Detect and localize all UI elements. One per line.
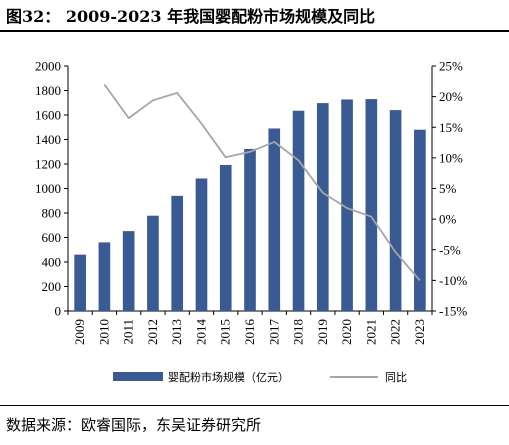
chart: 0 200 400 600 800 1000 1200 1400 1600 1800 2000 -15… [35, 59, 467, 385]
legend-label-line: 同比 [385, 371, 407, 384]
bar-2013 [171, 195, 184, 311]
bar-2016 [244, 148, 256, 311]
legend-swatch-bar [113, 372, 163, 381]
bar-2009 [74, 254, 86, 311]
x-axis-tick-label: 2023 [412, 319, 427, 345]
left-axis-tick-label: 1000 [35, 181, 61, 196]
x-axis-tick-label: 2009 [72, 319, 87, 345]
bar-2023 [414, 129, 426, 311]
right-axis-tick-label: 15% [439, 120, 463, 135]
x-axis-tick-label: 2012 [145, 319, 160, 345]
x-axis-tick-label: 2019 [315, 319, 330, 345]
bar-2017 [268, 128, 281, 311]
bar-2012 [147, 215, 159, 311]
x-axis-tick-label: 2010 [96, 319, 111, 345]
yoy-growth-line [103, 83, 421, 281]
right-axis-tick-label: 5% [439, 181, 457, 196]
title-divider [0, 30, 509, 32]
left-axis-tick-label: 1200 [35, 157, 61, 172]
x-axis-tick-label: 2017 [266, 319, 281, 346]
x-axis-tick-label: 2022 [388, 319, 403, 345]
source-divider [0, 405, 509, 406]
bar-2011 [122, 231, 135, 311]
bar-2021 [365, 99, 378, 311]
right-axis-tick-label: -15% [439, 304, 467, 319]
left-axis-tick-label: 600 [42, 230, 62, 245]
x-axis-tick-label: 2020 [339, 319, 354, 345]
source-note: 数据来源：欧睿国际，东吴证券研究所 [6, 416, 262, 434]
left-axis-tick-label: 800 [42, 206, 62, 221]
bar-2010 [98, 242, 111, 311]
x-axis-tick-label: 2011 [121, 319, 136, 345]
left-axis-tick-label: 1800 [35, 83, 61, 98]
left-axis-tick-label: 1400 [35, 132, 61, 147]
x-axis-tick-label: 2014 [193, 319, 208, 346]
page-title: 图32： 2009-2023 年我国婴配粉市场规模及同比 [6, 7, 376, 26]
right-axis-tick-label: -5% [439, 242, 461, 257]
right-axis-tick-label: 10% [439, 150, 463, 165]
right-axis-tick-label: 0% [439, 212, 457, 227]
right-axis-tick-label: -10% [439, 273, 467, 288]
right-axis-tick-label: 20% [439, 89, 463, 104]
left-axis-tick-label: 2000 [35, 59, 61, 74]
left-axis-tick-label: 0 [55, 304, 62, 319]
left-axis-tick-label: 400 [42, 255, 62, 270]
left-axis-tick-label: 1600 [35, 108, 61, 123]
bar-2019 [316, 103, 329, 312]
bar-2014 [195, 178, 208, 311]
left-axis-tick-label: 200 [42, 279, 62, 294]
x-axis-tick-label: 2013 [169, 319, 184, 345]
legend-label-bar: 婴配粉市场规模（亿元） [168, 370, 289, 384]
bar-2015 [219, 164, 232, 311]
bar-2020 [341, 99, 353, 311]
bar-2022 [389, 110, 402, 311]
x-axis-tick-label: 2016 [242, 319, 257, 346]
x-axis-tick-label: 2018 [291, 319, 306, 345]
x-axis-tick-label: 2021 [363, 319, 378, 345]
x-axis-tick-label: 2015 [218, 319, 233, 345]
right-axis-tick-label: 25% [439, 59, 463, 74]
bar-2018 [292, 110, 305, 312]
